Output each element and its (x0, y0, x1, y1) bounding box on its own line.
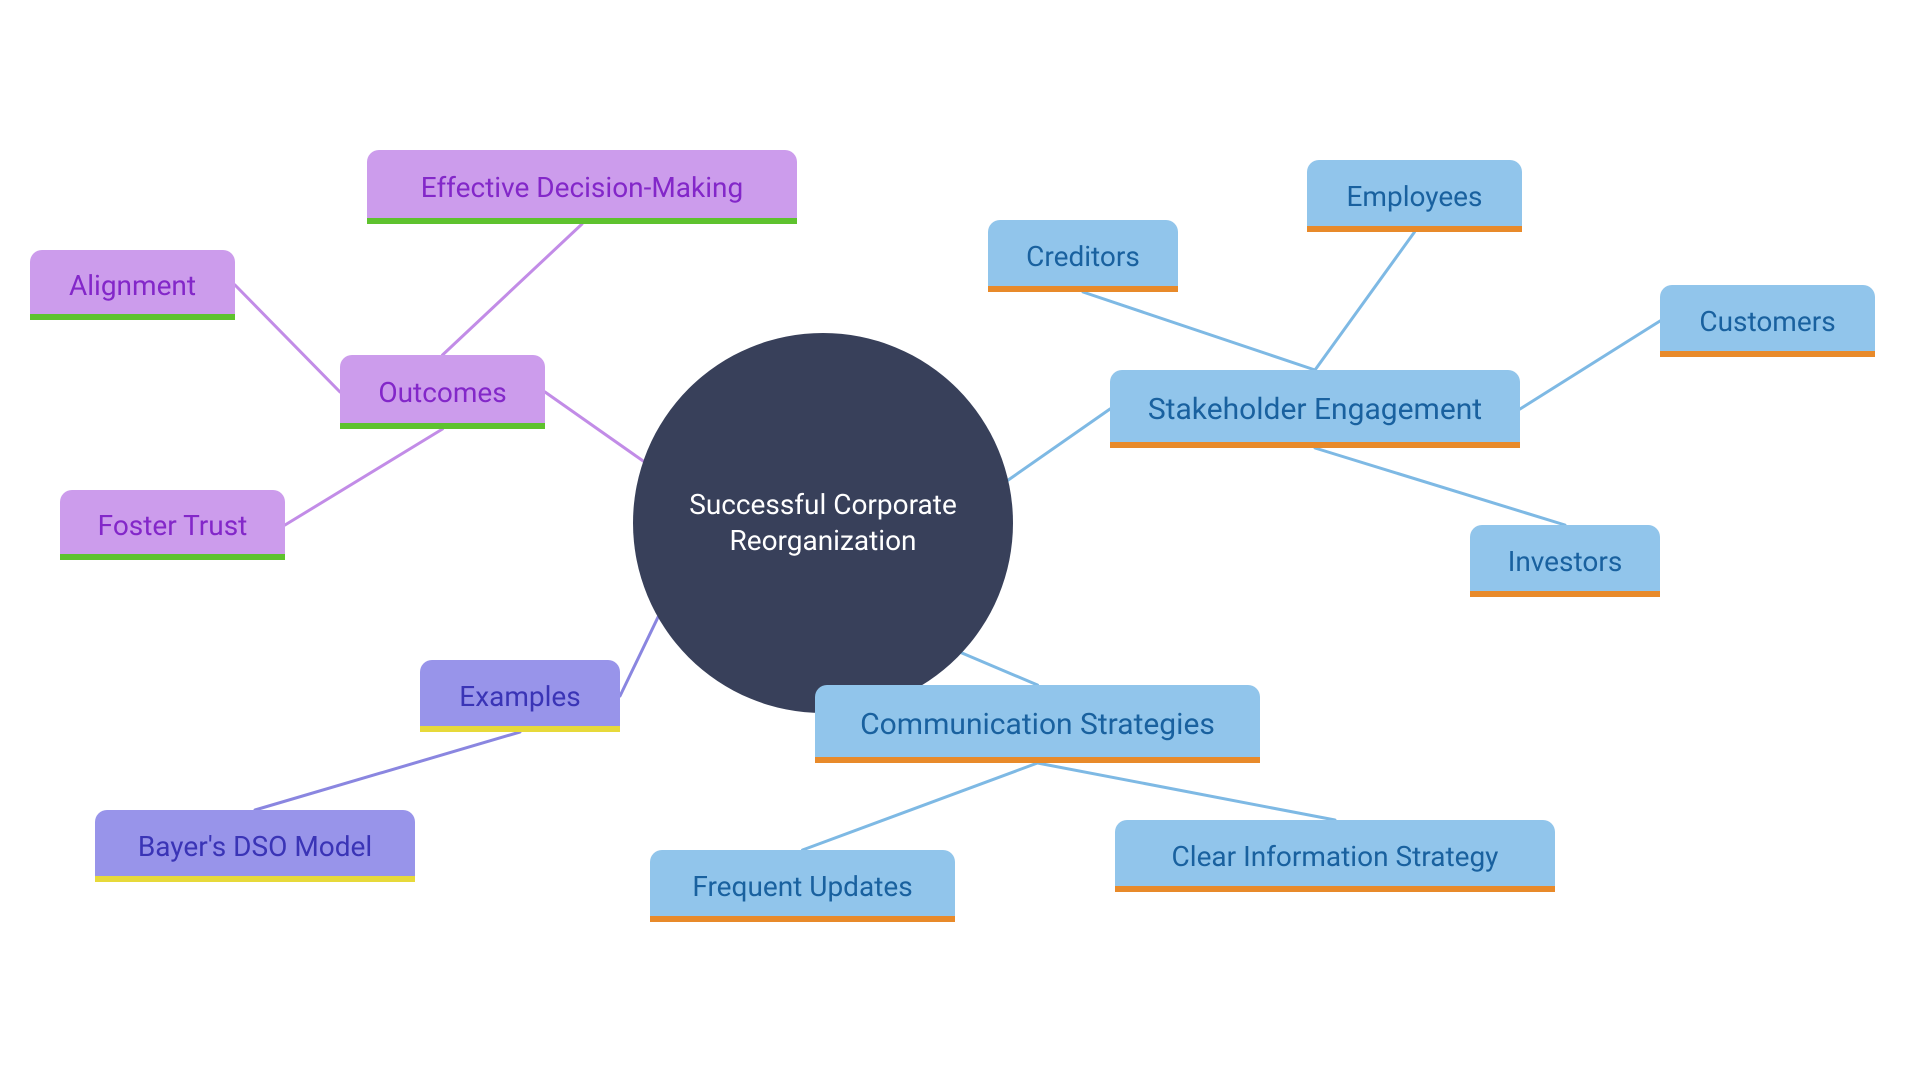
node-alignment: Alignment (30, 250, 235, 320)
edge (1520, 321, 1660, 409)
node-customers: Customers (1660, 285, 1875, 357)
node-underline (1470, 591, 1660, 597)
node-employees: Employees (1307, 160, 1522, 232)
edge (1008, 409, 1110, 480)
node-underline (60, 554, 285, 560)
node-effective: Effective Decision-Making (367, 150, 797, 224)
node-label: Creditors (1026, 240, 1140, 273)
node-underline (1110, 442, 1520, 448)
center-node: Successful Corporate Reorganization (633, 333, 1013, 713)
node-underline (420, 726, 620, 732)
edge (803, 763, 1038, 850)
node-frequent: Frequent Updates (650, 850, 955, 922)
node-creditors: Creditors (988, 220, 1178, 292)
node-label: Outcomes (378, 376, 506, 409)
node-foster: Foster Trust (60, 490, 285, 560)
node-label: Alignment (69, 269, 196, 302)
edge (620, 617, 658, 696)
node-underline (650, 916, 955, 922)
node-underline (1307, 226, 1522, 232)
node-label: Investors (1508, 545, 1623, 578)
node-label: Foster Trust (98, 509, 248, 542)
edge (545, 392, 643, 461)
node-label: Stakeholder Engagement (1148, 392, 1482, 427)
edge (1038, 763, 1336, 820)
node-comm: Communication Strategies (815, 685, 1260, 763)
center-node-label: Successful Corporate Reorganization (689, 487, 957, 560)
node-bayer: Bayer's DSO Model (95, 810, 415, 882)
node-label: Examples (459, 680, 580, 713)
edge (1315, 232, 1415, 370)
edge (1083, 292, 1315, 370)
node-underline (1115, 886, 1555, 892)
edge (255, 732, 520, 810)
node-underline (340, 423, 545, 429)
edge (443, 224, 583, 355)
mindmap-canvas: Successful Corporate Reorganization Stake… (0, 0, 1920, 1080)
node-stakeholder: Stakeholder Engagement (1110, 370, 1520, 448)
node-underline (815, 757, 1260, 763)
edge (962, 653, 1038, 685)
node-label: Employees (1347, 180, 1483, 213)
node-underline (367, 218, 797, 224)
node-label: Communication Strategies (860, 707, 1215, 742)
node-underline (30, 314, 235, 320)
node-label: Frequent Updates (692, 870, 912, 903)
node-underline (988, 286, 1178, 292)
node-underline (95, 876, 415, 882)
node-label: Clear Information Strategy (1172, 840, 1499, 873)
node-investors: Investors (1470, 525, 1660, 597)
node-underline (1660, 351, 1875, 357)
node-label: Customers (1699, 305, 1835, 338)
node-examples: Examples (420, 660, 620, 732)
node-outcomes: Outcomes (340, 355, 545, 429)
node-clearinfo: Clear Information Strategy (1115, 820, 1555, 892)
edge (285, 429, 443, 525)
edge (1315, 448, 1565, 525)
node-label: Effective Decision-Making (421, 171, 743, 204)
node-label: Bayer's DSO Model (138, 830, 372, 863)
edge (235, 285, 340, 392)
